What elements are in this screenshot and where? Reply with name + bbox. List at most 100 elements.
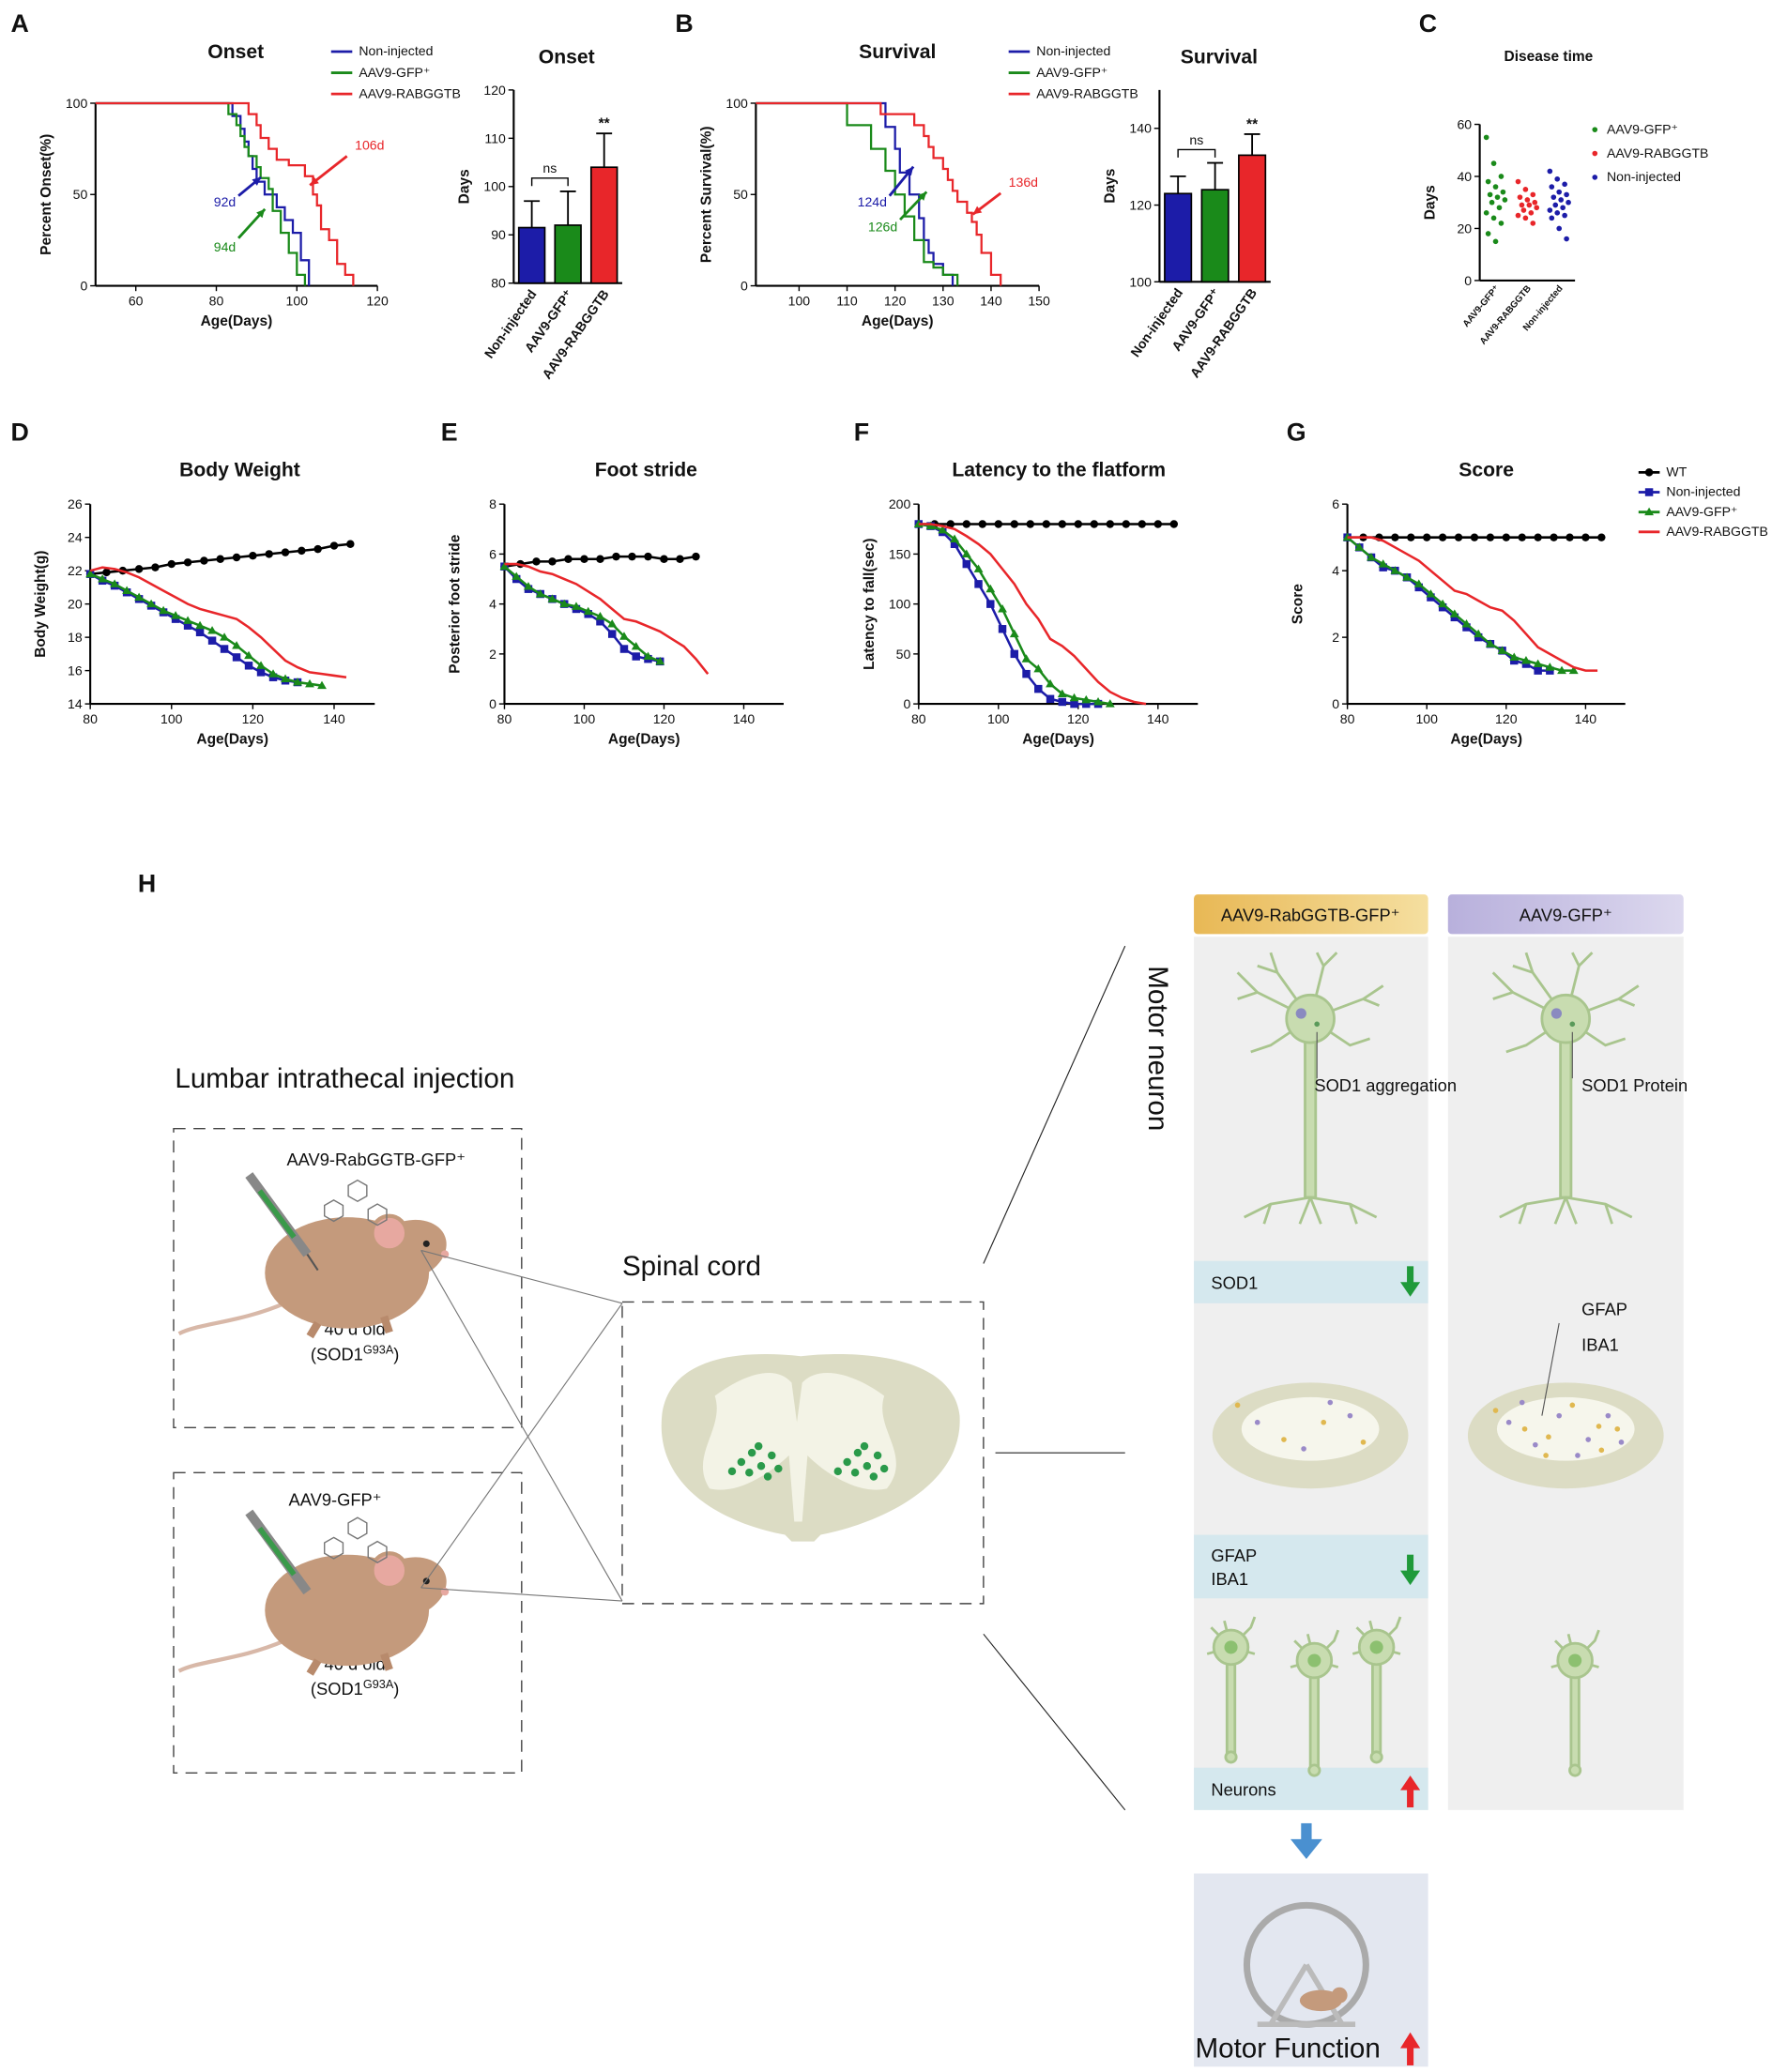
- mouse-part: [324, 1199, 344, 1223]
- marker: [1402, 572, 1412, 581]
- point: [1524, 197, 1531, 203]
- y-tick-label: 20: [68, 597, 83, 612]
- y-tick-label: 110: [484, 130, 506, 145]
- chart-title: Foot stride: [595, 460, 697, 481]
- chart: Body Weight 14 16 18 20 22 24 26 80 100 120 140 Body…: [33, 460, 375, 747]
- marker: [985, 584, 996, 593]
- chart-title: Disease time: [1504, 49, 1594, 65]
- marker: [532, 557, 541, 566]
- panel-label: G: [1287, 419, 1306, 447]
- marker: [1354, 542, 1365, 551]
- x-tick-label: 120: [1495, 711, 1518, 726]
- column-title: AAV9-GFP⁺: [1520, 905, 1612, 924]
- x-tick-label: 120: [653, 711, 676, 726]
- marker: [612, 552, 620, 561]
- panel-label: H: [138, 869, 156, 897]
- annotation: 124d: [858, 194, 887, 209]
- marker: [1378, 559, 1388, 568]
- y-tick-label: 50: [896, 647, 911, 662]
- spinal-cord-part-part: [863, 1462, 872, 1470]
- marker: [548, 557, 557, 566]
- annotation-arrow: [237, 207, 267, 239]
- spinal-section-part-part: [1605, 1412, 1611, 1419]
- arrow-down: [1400, 1554, 1421, 1586]
- marker: [986, 600, 995, 608]
- marker: [1521, 660, 1531, 668]
- point: [1489, 199, 1495, 206]
- marker: [1413, 579, 1424, 587]
- marker: [1597, 533, 1606, 541]
- point: [1522, 187, 1529, 192]
- marker: [1438, 533, 1447, 541]
- x-tick-label: 100: [573, 711, 596, 726]
- spinal-cord-part-part: [869, 1472, 878, 1481]
- strain-sup: G93A: [363, 1343, 394, 1356]
- marker: [619, 645, 629, 653]
- chart-title: Latency to the flatform: [952, 460, 1166, 481]
- mouse-part: [257, 1189, 297, 1239]
- series-line: [756, 101, 1002, 286]
- marker: [998, 604, 1007, 613]
- marker: [313, 544, 322, 554]
- bar: [554, 224, 582, 284]
- spinal-box: [621, 1301, 985, 1605]
- marker: [1070, 699, 1078, 708]
- point: [1490, 215, 1497, 221]
- band-label: IBA1: [1211, 1569, 1248, 1589]
- connector-lines: [420, 945, 1126, 1811]
- mouse-part: [177, 1301, 286, 1336]
- y-tick-label: 0: [903, 696, 910, 711]
- point: [1498, 174, 1504, 179]
- marker: [607, 630, 617, 638]
- x-axis-label: Age(Days): [196, 731, 268, 747]
- marker: [98, 574, 108, 583]
- running-wheel: [1243, 1901, 1369, 2028]
- marker: [256, 668, 266, 677]
- legend-swatch: [1592, 127, 1598, 132]
- marker: [962, 559, 971, 569]
- y-axis-label: Days: [1102, 169, 1118, 204]
- annotation: 136d: [1009, 175, 1038, 190]
- spinal-cord-part-part: [860, 1441, 869, 1451]
- series-line: [95, 101, 355, 286]
- spinal-cord-part-part: [745, 1469, 754, 1477]
- y-axis-label: Percent Survival(%): [698, 126, 714, 263]
- marker: [1169, 520, 1179, 528]
- y-tick-label: 16: [68, 663, 83, 678]
- marker: [146, 599, 157, 608]
- x-axis-label: Age(Days): [1450, 731, 1522, 747]
- neuron-part: [1225, 1659, 1237, 1755]
- chart-title: Onset: [207, 41, 264, 63]
- point: [1549, 184, 1555, 190]
- y-tick-label: 4: [489, 597, 496, 612]
- x-tick-label: 100: [286, 294, 309, 309]
- x-tick-label: 60: [129, 294, 144, 309]
- group-name: AAV9-GFP⁺: [289, 1490, 382, 1510]
- mouse-part: [370, 1551, 409, 1591]
- spinal-cord-part-part: [873, 1451, 882, 1460]
- marker: [974, 580, 983, 588]
- marker: [1644, 507, 1655, 516]
- spinal-section-part-part: [1521, 1425, 1528, 1432]
- marker: [1474, 632, 1483, 642]
- marker: [1021, 654, 1031, 663]
- marker: [1486, 533, 1495, 541]
- series-line: [918, 523, 1147, 706]
- point: [1498, 221, 1504, 226]
- column-header: [1194, 894, 1428, 935]
- band: [1194, 1260, 1428, 1303]
- marker: [692, 552, 700, 561]
- point: [1528, 209, 1535, 216]
- y-tick-label: 60: [1457, 116, 1472, 131]
- point: [1492, 184, 1499, 190]
- arrow-up-part: [1400, 1775, 1421, 1790]
- marker: [978, 520, 987, 528]
- arrow-up: [1400, 1775, 1421, 1808]
- marker: [1090, 520, 1099, 528]
- glia-note: IBA1: [1581, 1335, 1619, 1355]
- x-tick-label: 80: [209, 294, 224, 309]
- x-axis-label: Age(Days): [608, 731, 680, 747]
- marker: [512, 571, 522, 580]
- y-tick-label: 20: [1457, 221, 1472, 236]
- marker: [1106, 520, 1115, 528]
